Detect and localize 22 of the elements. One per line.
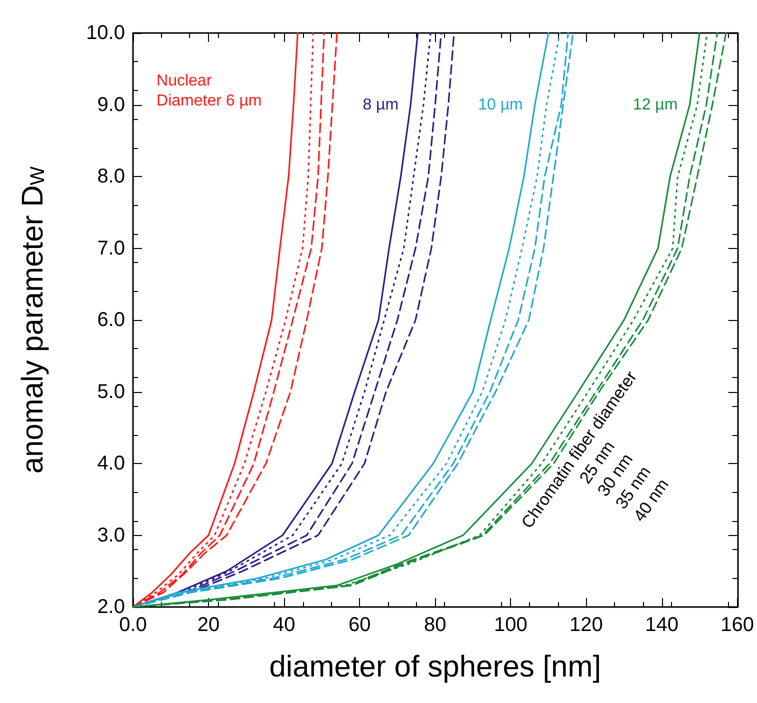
x-axis-title: diameter of spheres [nm] bbox=[269, 650, 602, 684]
y-tick-label: 9.0 bbox=[97, 94, 125, 116]
y-tick-label: 6.0 bbox=[97, 309, 125, 331]
annotation: Nuclear Diameter 6 µm bbox=[156, 72, 262, 110]
annotation: 12 µm bbox=[632, 96, 678, 114]
y-tick-label: 8.0 bbox=[97, 166, 125, 188]
annotation: 10 µm bbox=[478, 96, 523, 114]
x-tick-label: 160 bbox=[720, 614, 754, 636]
annotation: 8 µm bbox=[362, 96, 399, 114]
y-tick-label: 3.0 bbox=[97, 524, 125, 546]
x-tick-label: 40 bbox=[272, 614, 296, 636]
x-tick-label: 120 bbox=[570, 614, 603, 636]
y-tick-label: 4.0 bbox=[97, 452, 125, 474]
x-tick-label: 80 bbox=[424, 614, 446, 636]
y-tick-label: 7.0 bbox=[97, 237, 125, 260]
x-tick-label: 20 bbox=[197, 614, 220, 636]
x-tick-label: 60 bbox=[348, 614, 371, 636]
x-tick-label: 100 bbox=[494, 614, 528, 636]
y-axis-title: anomaly parameter DW bbox=[16, 166, 50, 474]
y-tick-label: 10.0 bbox=[86, 22, 125, 44]
x-tick-label: 140 bbox=[645, 614, 678, 636]
y-tick-label: 5.0 bbox=[97, 380, 125, 403]
